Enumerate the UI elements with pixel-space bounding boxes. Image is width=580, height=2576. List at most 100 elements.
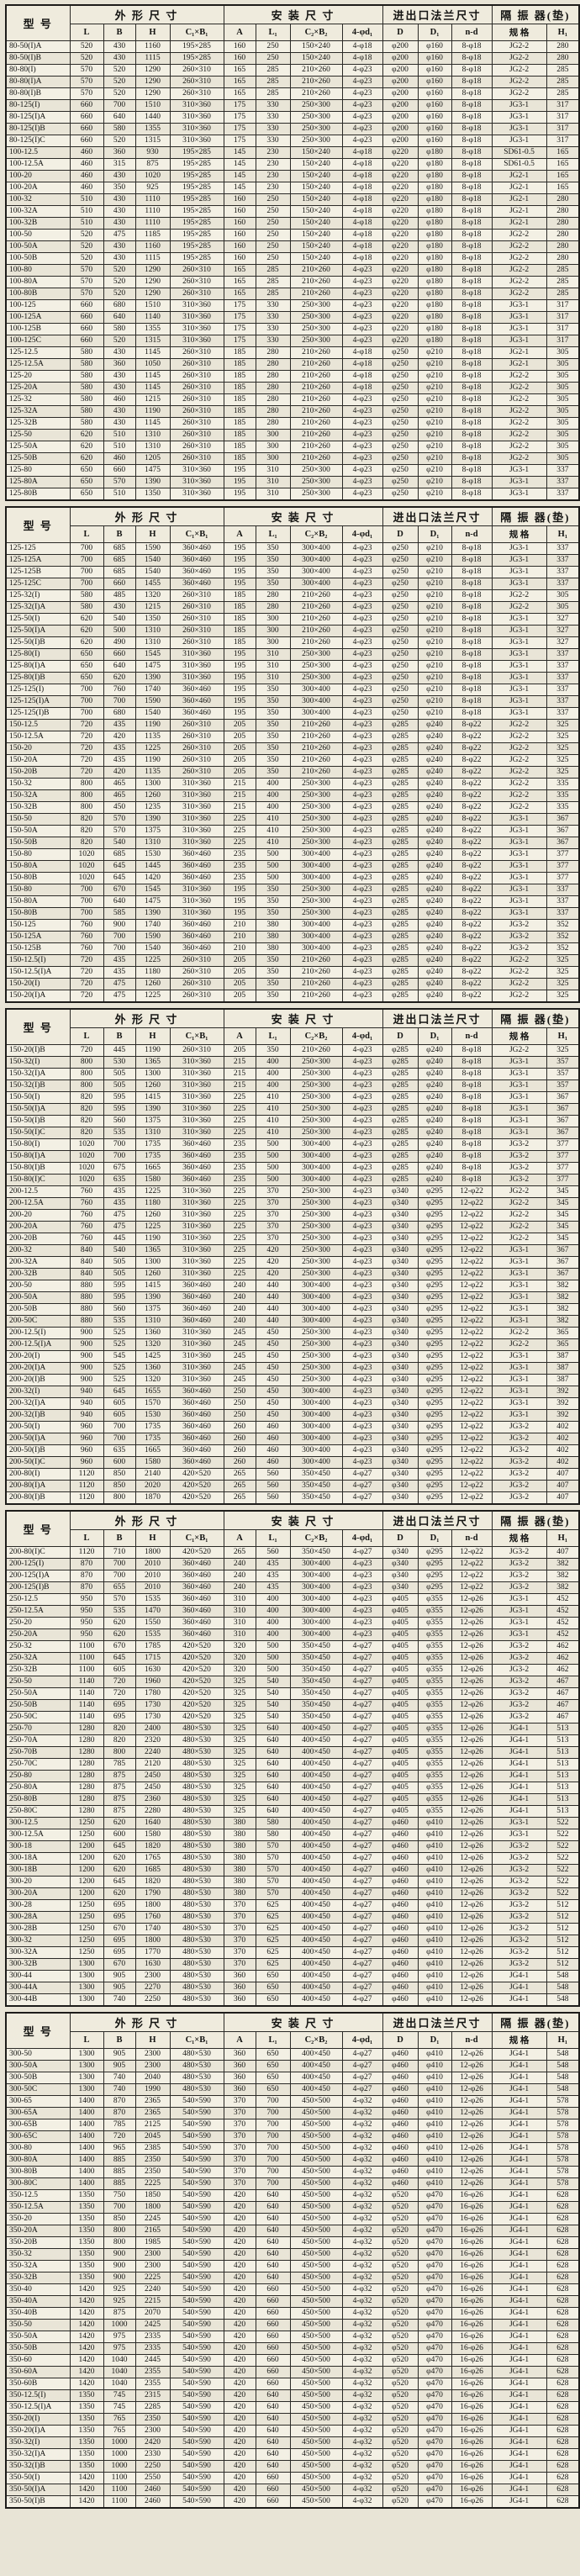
cell-a: 250 bbox=[223, 1386, 256, 1398]
column-header-d1: D₁ bbox=[417, 24, 452, 41]
cell-a: 235 bbox=[223, 848, 256, 861]
cell-d1: φ180 bbox=[417, 335, 452, 347]
cell-c1xb1: 540×590 bbox=[169, 2154, 224, 2167]
cell-l: 1250 bbox=[69, 1899, 104, 1912]
cell-c2xb2: 300×400 bbox=[289, 695, 343, 708]
cell-d1: φ470 bbox=[417, 2495, 452, 2509]
cell-l: 1400 bbox=[69, 2177, 104, 2190]
cell-spec: JG3-2 bbox=[491, 1174, 547, 1186]
cell-h1: 317 bbox=[546, 99, 580, 112]
cell-l: 1100 bbox=[69, 1640, 104, 1653]
cell-d: φ285 bbox=[382, 1091, 419, 1104]
cell-l1: 300 bbox=[255, 636, 291, 649]
cell-n-d: 8-φ18 bbox=[451, 40, 493, 53]
cell-d: φ340 bbox=[382, 1185, 419, 1198]
cell-n-d: 12-φ26 bbox=[451, 2166, 493, 2178]
table-row: 200-50B 880 560 1375 360×460 240 440 300×400 4-φ… bbox=[5, 1303, 580, 1316]
cell-spec: JG4-1 bbox=[491, 2413, 547, 2426]
cell-d: φ460 bbox=[382, 2060, 419, 2072]
cell-b: 720 bbox=[103, 1676, 136, 1688]
cell-d1: φ410 bbox=[417, 1852, 452, 1865]
cell-l1: 250 bbox=[255, 252, 291, 265]
table-row: 200-20B 760 445 1190 310×360 225 370 250×300 4-φ… bbox=[5, 1233, 580, 1245]
cell-h1: 377 bbox=[546, 1138, 580, 1151]
table-row: 150-12.5A 720 420 1135 260×310 205 350 210×260 4… bbox=[5, 731, 580, 743]
cell-h1: 522 bbox=[546, 1840, 580, 1853]
cell-spec: JG2-2 bbox=[491, 1185, 547, 1198]
cell-n-d: 8-φ22 bbox=[451, 919, 493, 932]
cell-model: 300-18A bbox=[5, 1852, 71, 1865]
cell-h1: 628 bbox=[546, 2201, 580, 2214]
table-row: 300-50A 1300 905 2300 480×530 360 650 400×450 4-… bbox=[5, 2060, 580, 2072]
cell-model: 100-12.5A bbox=[5, 158, 71, 171]
table-row: 150-50(I)B 820 560 1375 310×360 225 410 250×300… bbox=[5, 1115, 580, 1127]
column-header-b: B bbox=[103, 1529, 136, 1547]
cell-model: 300-18 bbox=[5, 1840, 71, 1853]
cell-b: 430 bbox=[103, 382, 136, 394]
cell-model: 200-20(I)B bbox=[5, 1374, 71, 1386]
cell-4-phi-d1: 4-φ18 bbox=[341, 182, 383, 194]
cell-a: 225 bbox=[223, 825, 256, 837]
cell-c2xb2: 210×260 bbox=[289, 276, 343, 288]
table-row: 350-12.5A 1350 700 1800 540×590 420 640 450×500… bbox=[5, 2201, 580, 2214]
cell-n-d: 12-φ26 bbox=[451, 2048, 493, 2061]
cell-model: 100-125C bbox=[5, 335, 71, 347]
cell-l1: 640 bbox=[255, 1805, 291, 1818]
cell-d1: φ295 bbox=[417, 1409, 452, 1422]
cell-l: 760 bbox=[69, 1185, 104, 1198]
column-header-c2xb2: C₂×B₂ bbox=[289, 1027, 343, 1045]
cell-h: 1315 bbox=[134, 135, 171, 147]
cell-model: 200-125(I)B bbox=[5, 1581, 71, 1594]
cell-h: 1580 bbox=[134, 1829, 171, 1841]
table-row: 150-20B 720 420 1135 260×310 205 350 210×260 4-φ… bbox=[5, 766, 580, 779]
cell-model: 300-18B bbox=[5, 1864, 71, 1877]
cell-4-phi-d1: 4-φ23 bbox=[341, 1068, 383, 1080]
cell-spec: JG4-1 bbox=[491, 2342, 547, 2355]
cell-l: 700 bbox=[69, 695, 104, 708]
cell-b: 640 bbox=[103, 311, 136, 324]
cell-4-phi-d1: 4-φ23 bbox=[341, 966, 383, 979]
cell-h1: 325 bbox=[546, 742, 580, 755]
cell-4-phi-d1: 4-φ27 bbox=[341, 1711, 383, 1723]
column-header-l1: L₁ bbox=[255, 24, 291, 41]
cell-n-d: 8-φ22 bbox=[451, 778, 493, 790]
cell-c2xb2: 210×260 bbox=[289, 264, 343, 277]
cell-l: 520 bbox=[69, 52, 104, 65]
cell-h1: 317 bbox=[546, 335, 580, 347]
cell-4-phi-d1: 4-φ23 bbox=[341, 1256, 383, 1269]
cell-l1: 410 bbox=[255, 1103, 291, 1116]
cell-spec: JG4-1 bbox=[491, 2331, 547, 2343]
table-row: 125-12.5 580 430 1145 260×310 185 280 210×260 4-… bbox=[5, 346, 580, 359]
cell-h: 1540 bbox=[134, 707, 171, 720]
cell-a: 195 bbox=[223, 660, 256, 673]
cell-d1: φ180 bbox=[417, 299, 452, 312]
table-row: 350-32 1350 900 2300 540×590 420 640 450×500 4-φ… bbox=[5, 2248, 580, 2261]
cell-h1: 512 bbox=[546, 1923, 580, 1935]
cell-c1xb1: 540×590 bbox=[169, 2201, 224, 2214]
cell-l: 460 bbox=[69, 170, 104, 182]
cell-c2xb2: 210×260 bbox=[289, 429, 343, 441]
cell-b: 570 bbox=[103, 1593, 136, 1606]
cell-l1: 500 bbox=[255, 872, 291, 884]
cell-n-d: 12-φ26 bbox=[451, 1770, 493, 1782]
cell-h: 2355 bbox=[134, 2378, 171, 2390]
table-row: 200-12.5A 760 435 1180 310×360 225 370 250×300 4… bbox=[5, 1197, 580, 1210]
cell-l: 650 bbox=[69, 476, 104, 488]
cell-h: 1590 bbox=[134, 931, 171, 943]
cell-c1xb1: 360×460 bbox=[169, 1421, 224, 1433]
cell-n-d: 12-φ26 bbox=[451, 1711, 493, 1723]
table-row: 350-60B 1420 1040 2355 540×590 420 660 450×500 4… bbox=[5, 2378, 580, 2390]
cell-h1: 578 bbox=[546, 2107, 580, 2119]
cell-4-phi-d1: 4-φ32 bbox=[341, 2295, 383, 2308]
cell-l: 700 bbox=[69, 895, 104, 908]
cell-d: φ340 bbox=[382, 1233, 419, 1245]
cell-c2xb2: 300×400 bbox=[289, 1409, 343, 1422]
cell-l: 1420 bbox=[69, 2307, 104, 2320]
cell-c1xb1: 540×590 bbox=[169, 2260, 224, 2272]
cell-d: φ520 bbox=[382, 2460, 419, 2473]
table-row: 200-20(I)B 900 525 1320 310×360 245 450 250×300… bbox=[5, 1374, 580, 1386]
cell-a: 185 bbox=[223, 429, 256, 441]
cell-l: 800 bbox=[69, 789, 104, 802]
cell-h1: 337 bbox=[546, 476, 580, 488]
cell-model: 250-80C bbox=[5, 1805, 71, 1818]
